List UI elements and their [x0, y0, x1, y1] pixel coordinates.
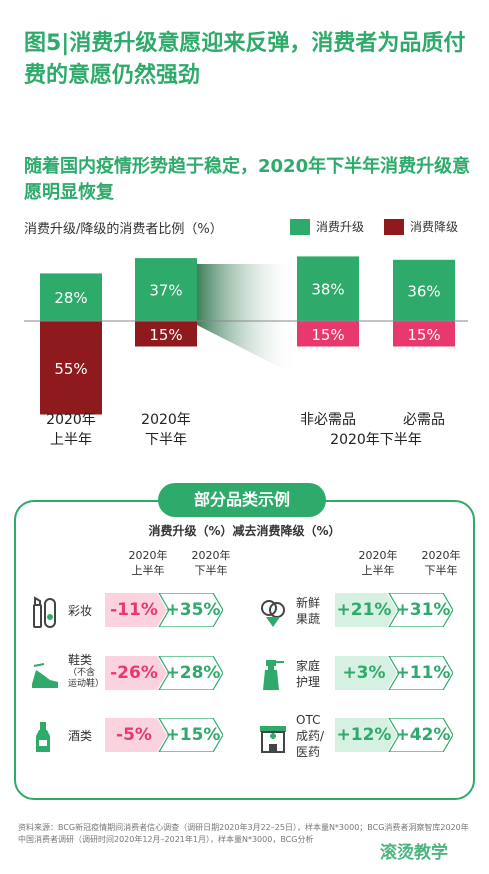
- legend-swatch-upgrade: [290, 218, 310, 235]
- lipstick-icon: [30, 595, 60, 629]
- x-tick-label: 上半年: [50, 432, 92, 448]
- bar-upgrade: [135, 258, 197, 321]
- category-name-line: 新鲜: [296, 596, 321, 610]
- source-note: 资料来源：BCG新冠疫情期间消费者信心调查（调研日期2020年3月22–25日）…: [18, 823, 469, 844]
- category-wine: 酒类: [30, 718, 110, 758]
- column-header: 2020年下半年: [181, 548, 241, 578]
- category-lipstick: 彩妆: [30, 593, 110, 633]
- value-h1: +12%: [336, 725, 392, 745]
- value-h2: +31%: [395, 600, 451, 620]
- legend-downgrade: 消费降级: [384, 218, 458, 235]
- category-name: 新鲜 果蔬: [296, 595, 346, 627]
- category-name-line: 彩妆: [68, 604, 93, 618]
- category-name-line: 家庭: [296, 659, 321, 673]
- value-h1: +3%: [342, 663, 386, 683]
- data-label-downgrade: 15%: [149, 326, 182, 344]
- shoe-icon: [30, 658, 60, 692]
- data-label-downgrade: 55%: [54, 360, 87, 378]
- category-pharmacy: OTC 成药/医药: [258, 713, 338, 759]
- data-label-upgrade: 36%: [407, 282, 440, 300]
- category-name-line: 鞋类: [68, 653, 93, 667]
- value-h2: +11%: [395, 663, 451, 683]
- value-h1: -5%: [116, 725, 152, 745]
- category-name: 鞋类 （不含 运动鞋）: [68, 652, 118, 690]
- value-h2: +35%: [165, 600, 221, 620]
- legend-label-upgrade: 消费升级: [316, 220, 365, 234]
- vegetable-icon: [258, 595, 288, 629]
- column-header-line: 上半年: [131, 564, 165, 577]
- value-h1: -11%: [110, 600, 158, 620]
- change-chevron: +21% +31%: [335, 593, 453, 627]
- legend-upgrade: 消费升级: [290, 218, 364, 235]
- chart-subtitle: 随着国内疫情形势趋于稳定，2020年下半年消费升级意愿明显恢复: [24, 156, 471, 203]
- value-h1: -26%: [110, 663, 158, 683]
- column-header: 2020年上半年: [348, 548, 408, 578]
- column-header-line: 上半年: [361, 564, 395, 577]
- legend-swatch-downgrade: [384, 218, 404, 235]
- column-header-line: 2020年: [128, 549, 168, 562]
- watermark: 滚烫教学: [380, 843, 448, 863]
- panel-title: 部分品类示例: [158, 483, 326, 517]
- column-header-line: 2020年: [421, 549, 461, 562]
- group-label: 2020年下半年: [330, 432, 422, 448]
- category-name: 彩妆: [68, 603, 118, 619]
- value-h2: +28%: [165, 663, 221, 683]
- category-name-line: 酒类: [68, 729, 93, 743]
- value-h2: +15%: [165, 725, 221, 745]
- category-name-line: 护理: [296, 675, 321, 689]
- bar-chart: 28%55%37%15%38%15%36%15% 2020年上半年2020年下半…: [24, 256, 468, 448]
- category-name-line: OTC: [296, 713, 321, 727]
- category-vegetable: 新鲜 果蔬: [258, 593, 338, 633]
- change-chevron: -11% +35%: [105, 593, 223, 627]
- change-chevron: +12% +42%: [335, 718, 453, 752]
- change-chevron: -26% +28%: [105, 656, 223, 690]
- bar-upgrade: [40, 273, 102, 321]
- data-label-downgrade: 15%: [407, 326, 440, 344]
- x-tick-label: 必需品: [403, 412, 445, 428]
- bar-upgrade: [393, 259, 455, 321]
- category-shoe: 鞋类 （不含 运动鞋）: [30, 653, 110, 696]
- data-label-upgrade: 28%: [54, 289, 87, 307]
- bar-downgrade: [40, 321, 102, 415]
- value-h1: +21%: [336, 600, 392, 620]
- category-name-line: 成药/: [296, 729, 325, 743]
- column-header: 2020年下半年: [411, 548, 471, 578]
- category-note-line: 运动鞋）: [68, 679, 105, 689]
- category-name-line: 医药: [296, 745, 321, 759]
- legend-label-downgrade: 消费降级: [410, 220, 459, 234]
- pharmacy-icon: [258, 720, 288, 754]
- value-h2: +42%: [395, 725, 451, 745]
- bar-downgrade: [393, 321, 455, 347]
- column-header-line: 2020年: [191, 549, 231, 562]
- x-tick-label: 2020年: [46, 412, 96, 428]
- chart-ylabel: 消费升级/降级的消费者比例（%）: [24, 222, 223, 237]
- bar-upgrade: [297, 256, 359, 321]
- wine-icon: [30, 720, 60, 754]
- column-header: 2020年上半年: [118, 548, 178, 578]
- data-label-upgrade: 38%: [311, 281, 344, 299]
- change-chevron: -5% +15%: [105, 718, 223, 752]
- x-tick-label: 下半年: [145, 432, 187, 448]
- category-name: 家庭 护理: [296, 658, 346, 690]
- bar-downgrade: [297, 321, 359, 347]
- column-header-line: 下半年: [194, 564, 228, 577]
- category-name-line: 果蔬: [296, 612, 321, 626]
- category-spray-bottle: 家庭 护理: [258, 656, 338, 696]
- panel-subtitle: 消费升级（%）减去消费降级（%）: [148, 524, 341, 538]
- column-header-line: 2020年: [358, 549, 398, 562]
- change-chevron: +3% +11%: [335, 656, 453, 690]
- transition-wedge: [195, 264, 297, 376]
- data-label-downgrade: 15%: [311, 326, 344, 344]
- category-note-line: （不含: [68, 668, 96, 678]
- page-title: 图5|消费升级意愿迎来反弹，消费者为品质付费的意愿仍然强劲: [24, 31, 466, 88]
- x-tick-label: 非必需品: [300, 412, 356, 428]
- data-label-upgrade: 37%: [149, 282, 182, 300]
- x-tick-label: 2020年: [141, 412, 191, 428]
- category-name: OTC 成药/医药: [296, 712, 346, 760]
- category-name: 酒类: [68, 728, 118, 744]
- column-header-line: 下半年: [424, 564, 458, 577]
- spray-bottle-icon: [258, 658, 288, 692]
- bar-downgrade: [135, 321, 197, 347]
